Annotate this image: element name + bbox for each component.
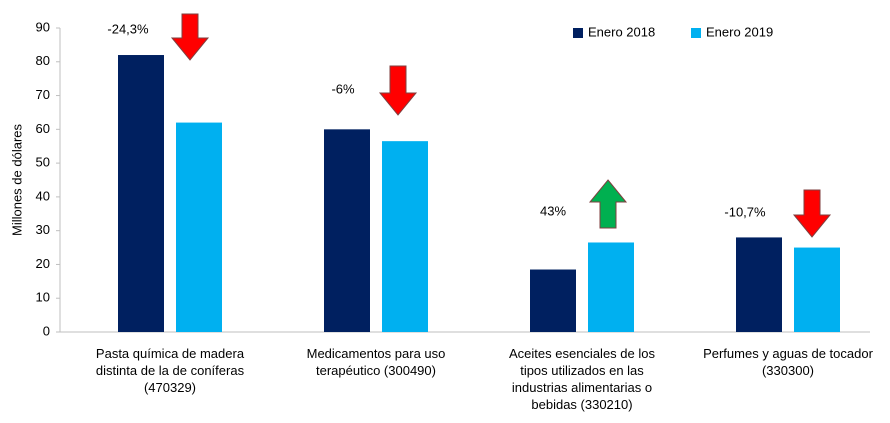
y-tick-label: 90 [36,19,50,34]
bar [118,55,164,333]
y-axis-label: Millones de dólares [9,124,24,237]
annotation-label: -6% [331,81,355,96]
legend-swatch [573,28,583,38]
bar [324,129,370,332]
x-tick-label: Aceites esenciales de los tipos utilizad… [509,346,655,412]
x-tick-label: Medicamentos para uso terapéutico (30049… [306,346,446,378]
bar [176,122,222,332]
bar [530,269,576,332]
arrow [588,179,628,229]
annotation-label: -10,7% [724,204,766,219]
bar [382,141,428,332]
y-tick-label: 10 [36,290,50,305]
annotation-label: -24,3% [107,21,149,36]
y-tick-label: 40 [36,188,50,203]
y-tick-label: 80 [36,53,50,68]
bar [588,242,634,332]
arrow [378,65,418,116]
y-tick-label: 70 [36,87,50,102]
x-tick-label: Pasta química de madera distinta de la d… [95,346,245,395]
y-tick-label: 60 [36,121,50,136]
y-tick-label: 50 [36,155,50,170]
y-tick-label: 0 [43,323,50,338]
y-tick-label: 30 [36,222,50,237]
arrow [792,189,832,238]
bar [794,247,840,332]
x-tick-label: Perfumes y aguas de tocador (330300) [703,346,873,378]
y-tick-label: 20 [36,256,50,271]
arrow [170,13,210,61]
legend-label: Enero 2019 [706,24,773,39]
bar [736,237,782,332]
legend-label: Enero 2018 [588,24,655,39]
annotation-label: 43% [540,203,566,218]
legend-swatch [691,28,701,38]
